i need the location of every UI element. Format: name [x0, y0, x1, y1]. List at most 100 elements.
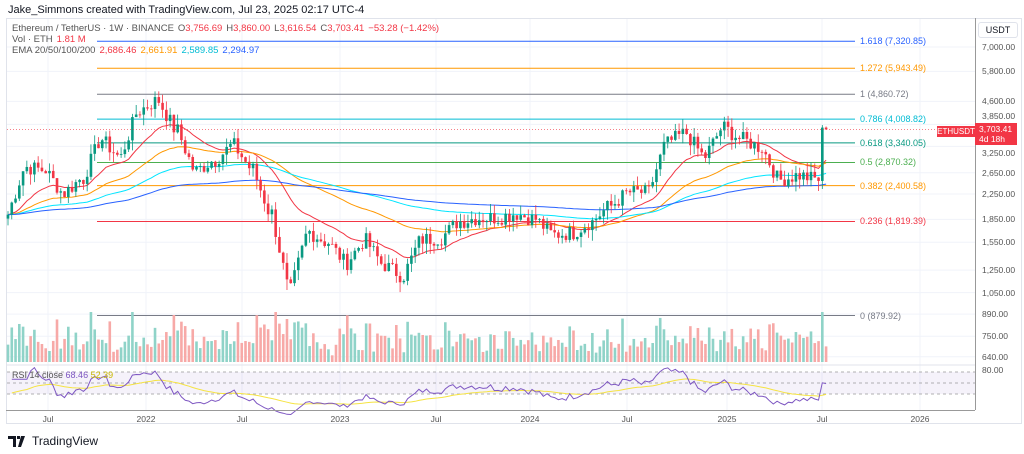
volume-bar: [368, 323, 372, 362]
volume-bar: [579, 345, 583, 362]
volume-bar: [25, 345, 29, 362]
volume-bar: [274, 312, 277, 362]
currency-button[interactable]: USDT: [978, 22, 1018, 38]
candle: [149, 108, 153, 110]
volume-bar: [172, 314, 176, 362]
volume-bar: [756, 329, 760, 362]
candle: [772, 165, 775, 178]
volume-bar: [93, 329, 97, 362]
volume-bar: [312, 333, 315, 362]
volume-bar: [51, 340, 55, 362]
candle: [813, 171, 817, 178]
candle: [658, 154, 662, 170]
volume-bar: [617, 343, 621, 362]
volume-bar: [594, 352, 598, 362]
candle: [232, 138, 236, 144]
ema200-line: [7, 179, 827, 216]
volume-bar: [296, 321, 300, 362]
volume-bar: [493, 335, 496, 362]
volume-bar: [417, 332, 421, 362]
volume-bar: [749, 328, 752, 362]
volume-bar: [406, 321, 409, 362]
candle: [312, 230, 315, 242]
volume-bar: [542, 335, 545, 362]
volume-bar: [398, 338, 402, 362]
candle: [753, 142, 756, 149]
volume-bar: [813, 343, 817, 362]
volume-bar: [183, 326, 187, 362]
volume-bar: [323, 344, 326, 362]
fib-level-label: 1.272 (5,943.49): [860, 63, 927, 74]
volume-bar: [730, 328, 734, 362]
volume-bar: [602, 340, 605, 362]
volume-label[interactable]: Vol · ETH: [12, 34, 53, 45]
candle: [768, 154, 771, 166]
candle: [583, 228, 587, 233]
last-price-label: 3,703.41 4d 18h: [975, 123, 1017, 145]
volume-bar: [738, 349, 741, 362]
volume-bar: [553, 346, 556, 362]
candle: [824, 127, 828, 130]
volume-bar: [421, 334, 424, 362]
volume-bar: [809, 331, 813, 362]
candle: [112, 152, 115, 154]
volume-bar: [338, 328, 342, 362]
volume-bar: [598, 346, 602, 362]
volume-bar: [700, 340, 703, 362]
volume-bar: [575, 350, 579, 362]
ema-label[interactable]: EMA 20/50/100/200: [12, 45, 96, 56]
candle: [655, 169, 658, 183]
candle: [14, 198, 17, 203]
volume-bar: [67, 326, 70, 362]
candle: [387, 262, 391, 271]
volume-bar: [775, 332, 779, 362]
candle: [67, 186, 70, 198]
candle: [493, 213, 496, 224]
volume-bar: [538, 351, 541, 362]
volume-bar: [817, 341, 820, 362]
candle: [417, 236, 421, 248]
volume-bar: [583, 343, 587, 362]
volume-bar: [760, 348, 764, 362]
rsi-label[interactable]: RSI 14 close: [12, 370, 64, 380]
candle: [775, 170, 779, 178]
candle: [402, 280, 406, 283]
volume-bar: [485, 350, 489, 362]
volume-bar: [376, 333, 379, 362]
candle: [138, 114, 142, 116]
volume-bar: [44, 348, 47, 362]
tradingview-logo[interactable]: TradingView: [8, 434, 98, 448]
candle: [440, 244, 443, 246]
candle: [477, 220, 481, 226]
candle: [206, 167, 210, 172]
time-axis[interactable]: Jul 2022 Jul 2023 Jul 2024 Jul 2025 Jul 2026: [6, 410, 975, 424]
candle: [364, 233, 368, 249]
volume-bar: [108, 321, 112, 362]
volume-bar: [768, 324, 771, 362]
volume-bar: [557, 339, 560, 362]
candle: [745, 131, 749, 139]
volume-bar: [97, 339, 100, 362]
volume-bar: [504, 331, 507, 362]
symbol-price-tag: ETHUSDT: [937, 126, 975, 137]
volume-bar: [519, 339, 523, 362]
candle: [647, 185, 651, 187]
candle: [572, 226, 575, 240]
candle: [63, 191, 66, 198]
candle: [677, 130, 681, 134]
candle: [161, 102, 164, 110]
volume-bar: [640, 341, 643, 362]
volume-bar: [707, 327, 711, 362]
volume-bar: [198, 348, 202, 362]
candle: [719, 130, 722, 137]
candle: [500, 222, 504, 225]
volume-bar: [704, 343, 707, 362]
candle: [779, 170, 783, 180]
rsi-band: [7, 372, 975, 394]
volume-bar: [526, 340, 530, 362]
price-axis[interactable]: 7,000.00 5,800.00 4,600.00 3,850.00 3,250.00…: [975, 18, 1022, 410]
symbol-title[interactable]: Ethereum / TetherUS · 1W · BINANCE: [12, 23, 174, 34]
candle: [334, 243, 338, 248]
candle: [534, 214, 538, 220]
